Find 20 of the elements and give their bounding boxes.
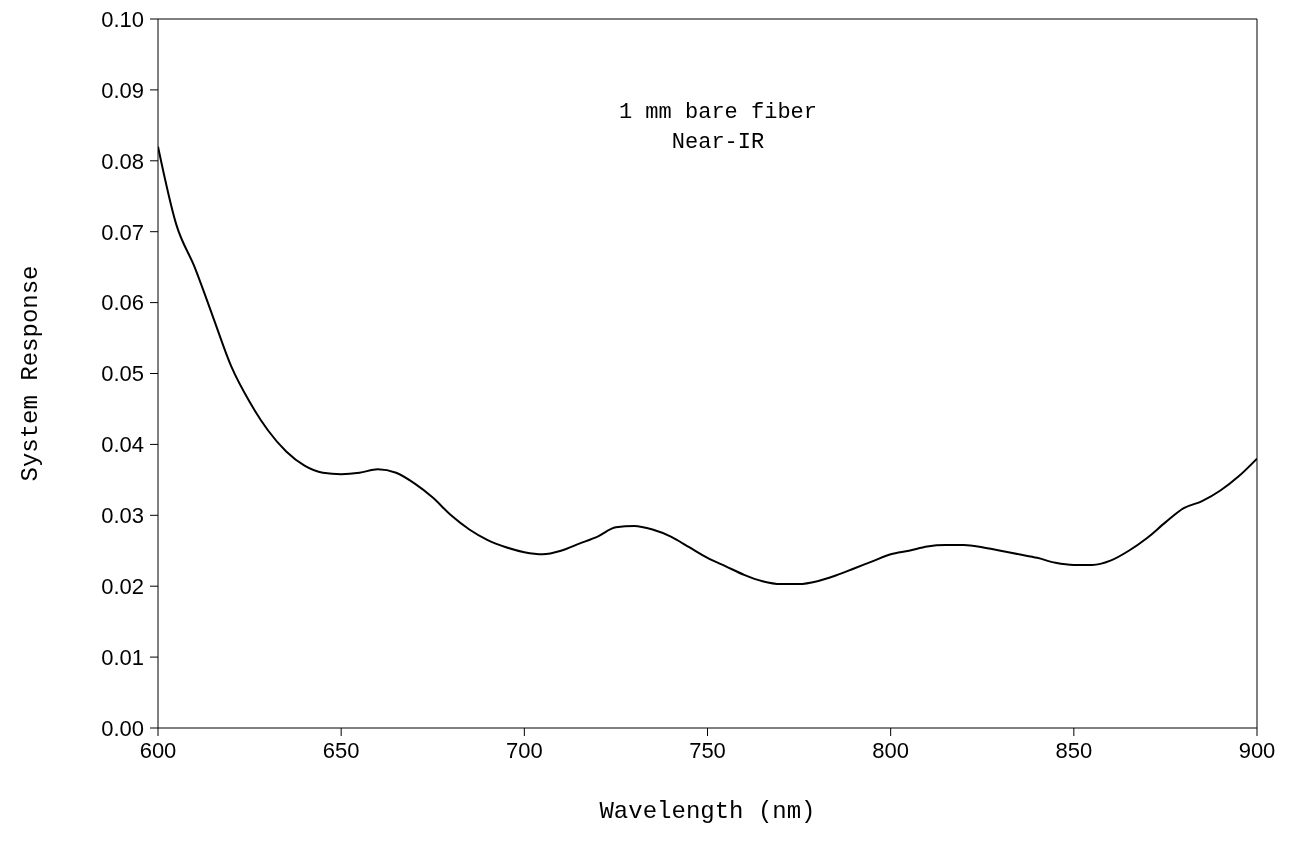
x-tick-label: 700 — [505, 737, 543, 763]
x-tick-label: 650 — [322, 737, 360, 763]
y-tick-label: 0.08 — [101, 148, 144, 174]
annotation: Near-IR — [670, 129, 766, 157]
annotation: 1 mm bare fiber — [617, 99, 818, 127]
y-tick-label: 0.09 — [101, 77, 144, 103]
x-tick-label: 800 — [872, 737, 910, 763]
y-tick-label: 0.04 — [101, 432, 144, 458]
y-tick-label: 0.10 — [101, 6, 144, 32]
y-tick-label: 0.07 — [101, 219, 144, 245]
y-tick-label: 0.06 — [101, 290, 144, 316]
y-tick-label: 0.03 — [101, 503, 144, 529]
x-tick-label: 850 — [1055, 737, 1093, 763]
y-axis-title: System Response — [16, 265, 44, 482]
y-tick-label: 0.05 — [101, 361, 144, 387]
y-tick-label: 0.02 — [101, 574, 144, 600]
x-tick-label: 750 — [689, 737, 726, 763]
x-axis-title: Wavelength (nm) — [599, 798, 816, 825]
x-tick-label: 900 — [1238, 737, 1276, 763]
y-tick-label: 0.01 — [101, 644, 144, 670]
